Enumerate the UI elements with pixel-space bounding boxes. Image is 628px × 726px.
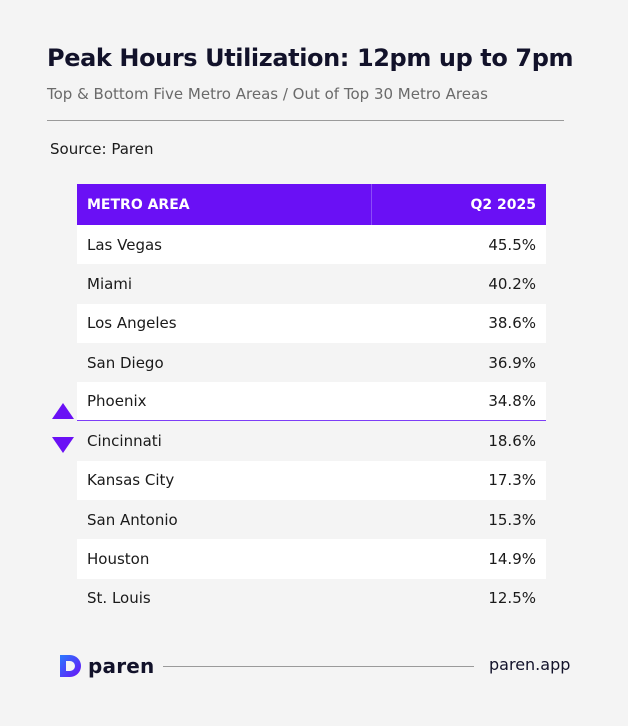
metro-name: St. Louis [87,589,151,608]
triangle-up-icon [52,403,74,419]
metro-name: Miami [87,274,133,293]
source-note: Source: Paren [50,140,154,158]
triangle-down-icon [52,437,74,453]
table-row: Kansas City 17.3% [77,460,546,501]
site-url: paren.app [489,655,571,674]
chart-title: Peak Hours Utilization: 12pm up to 7pm [47,44,574,72]
paren-logo: paren [56,653,154,679]
metro-table: METRO AREA Q2 2025 Las Vegas 45.5% Miami 40… [77,184,546,618]
header-divider [47,120,564,121]
metro-value: 40.2% [488,274,536,293]
table-row: San Antonio 15.3% [77,500,546,540]
metro-name: San Diego [87,353,164,372]
metro-name: Las Vegas [87,235,162,254]
metro-value: 38.6% [488,314,536,333]
metro-value: 18.6% [488,432,536,451]
table-row: Cincinnati 18.6% [77,421,546,461]
brand-wordmark: paren [88,654,155,678]
table-row: Las Vegas 45.5% [77,225,546,265]
metro-name: Kansas City [87,471,175,490]
metro-value: 45.5% [488,235,536,254]
table-row: Houston 14.9% [77,539,546,579]
metro-value: 36.9% [488,353,536,372]
metro-name: Los Angeles [87,314,177,333]
table-row: Los Angeles 38.6% [77,303,546,343]
metro-value: 34.8% [488,392,536,411]
table-row: St. Louis 12.5% [77,578,546,618]
table-header: METRO AREA Q2 2025 [77,184,546,225]
column-header-metro: METRO AREA [77,184,372,225]
metro-value: 12.5% [488,589,536,608]
metro-name: San Antonio [87,510,178,529]
paren-logo-icon [60,655,81,677]
metro-name: Cincinnati [87,432,162,451]
table-body: Las Vegas 45.5% Miami 40.2% Los Angeles 38.6%… [77,225,546,618]
column-header-q2-2025: Q2 2025 [470,196,536,213]
metro-value: 14.9% [488,550,536,569]
metro-value: 15.3% [488,510,536,529]
metro-value: 17.3% [488,471,536,490]
table-row: Phoenix 34.8% [77,382,546,422]
table-row: San Diego 36.9% [77,342,546,383]
footer-divider [163,666,474,667]
metro-name: Houston [87,550,150,569]
metro-name: Phoenix [87,392,147,411]
table-row: Miami 40.2% [77,264,546,304]
chart-subtitle: Top & Bottom Five Metro Areas / Out of T… [47,85,488,103]
